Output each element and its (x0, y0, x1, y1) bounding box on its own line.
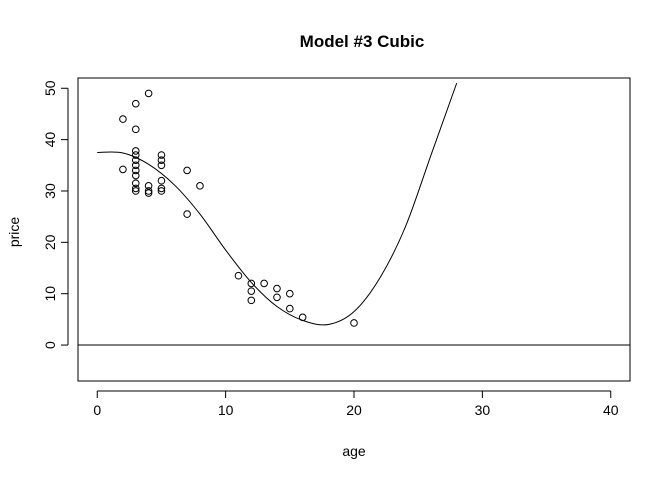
data-point (131, 171, 140, 180)
data-point (247, 287, 256, 295)
data-point (131, 99, 140, 108)
data-point (119, 165, 127, 174)
x-tick-label: 40 (603, 402, 619, 418)
x-axis-label: age (342, 443, 366, 459)
data-point (144, 182, 153, 190)
data-point (131, 161, 140, 170)
fit-curve (97, 82, 458, 326)
y-axis-label: price (6, 217, 22, 248)
data-point (157, 161, 166, 170)
data-point (157, 184, 166, 193)
data-point (157, 156, 166, 164)
data-point (260, 279, 268, 288)
data-point (196, 182, 204, 190)
y-tick-label: 10 (42, 286, 58, 302)
data-point (144, 89, 153, 98)
data-point (298, 313, 307, 322)
data-point (157, 151, 166, 159)
data-point (144, 187, 153, 195)
data-point (131, 187, 140, 195)
chart-title: Model #3 Cubic (300, 32, 425, 51)
data-point (286, 304, 294, 313)
data-point (183, 210, 191, 218)
data-point (131, 156, 140, 164)
y-tick-label: 20 (42, 234, 58, 250)
y-tick-label: 0 (42, 341, 58, 349)
data-point (131, 147, 140, 155)
data-point (144, 189, 153, 197)
data-point (131, 166, 140, 175)
data-point (247, 296, 256, 305)
plot-area: 0 10 20 30 40 0 10 20 30 40 50 (42, 77, 631, 418)
data-point (350, 319, 358, 327)
x-tick-label: 30 (475, 402, 491, 418)
data-point (273, 293, 281, 302)
data-point (183, 166, 191, 175)
data-point (247, 279, 256, 288)
data-point (273, 284, 281, 293)
data-point (131, 184, 140, 193)
data-point (119, 115, 127, 123)
y-tick-label: 40 (42, 132, 58, 148)
data-point (131, 151, 140, 159)
x-tick-label: 20 (346, 402, 362, 418)
data-point (286, 289, 294, 298)
data-point (157, 187, 166, 195)
data-point (234, 271, 243, 280)
x-tick-label: 0 (93, 402, 101, 418)
y-tick-label: 30 (42, 183, 58, 199)
y-tick-label: 50 (42, 80, 58, 96)
data-point (157, 176, 166, 185)
plot-frame (77, 77, 631, 382)
data-point (131, 179, 140, 188)
x-tick-label: 10 (218, 402, 234, 418)
data-point (131, 125, 140, 134)
